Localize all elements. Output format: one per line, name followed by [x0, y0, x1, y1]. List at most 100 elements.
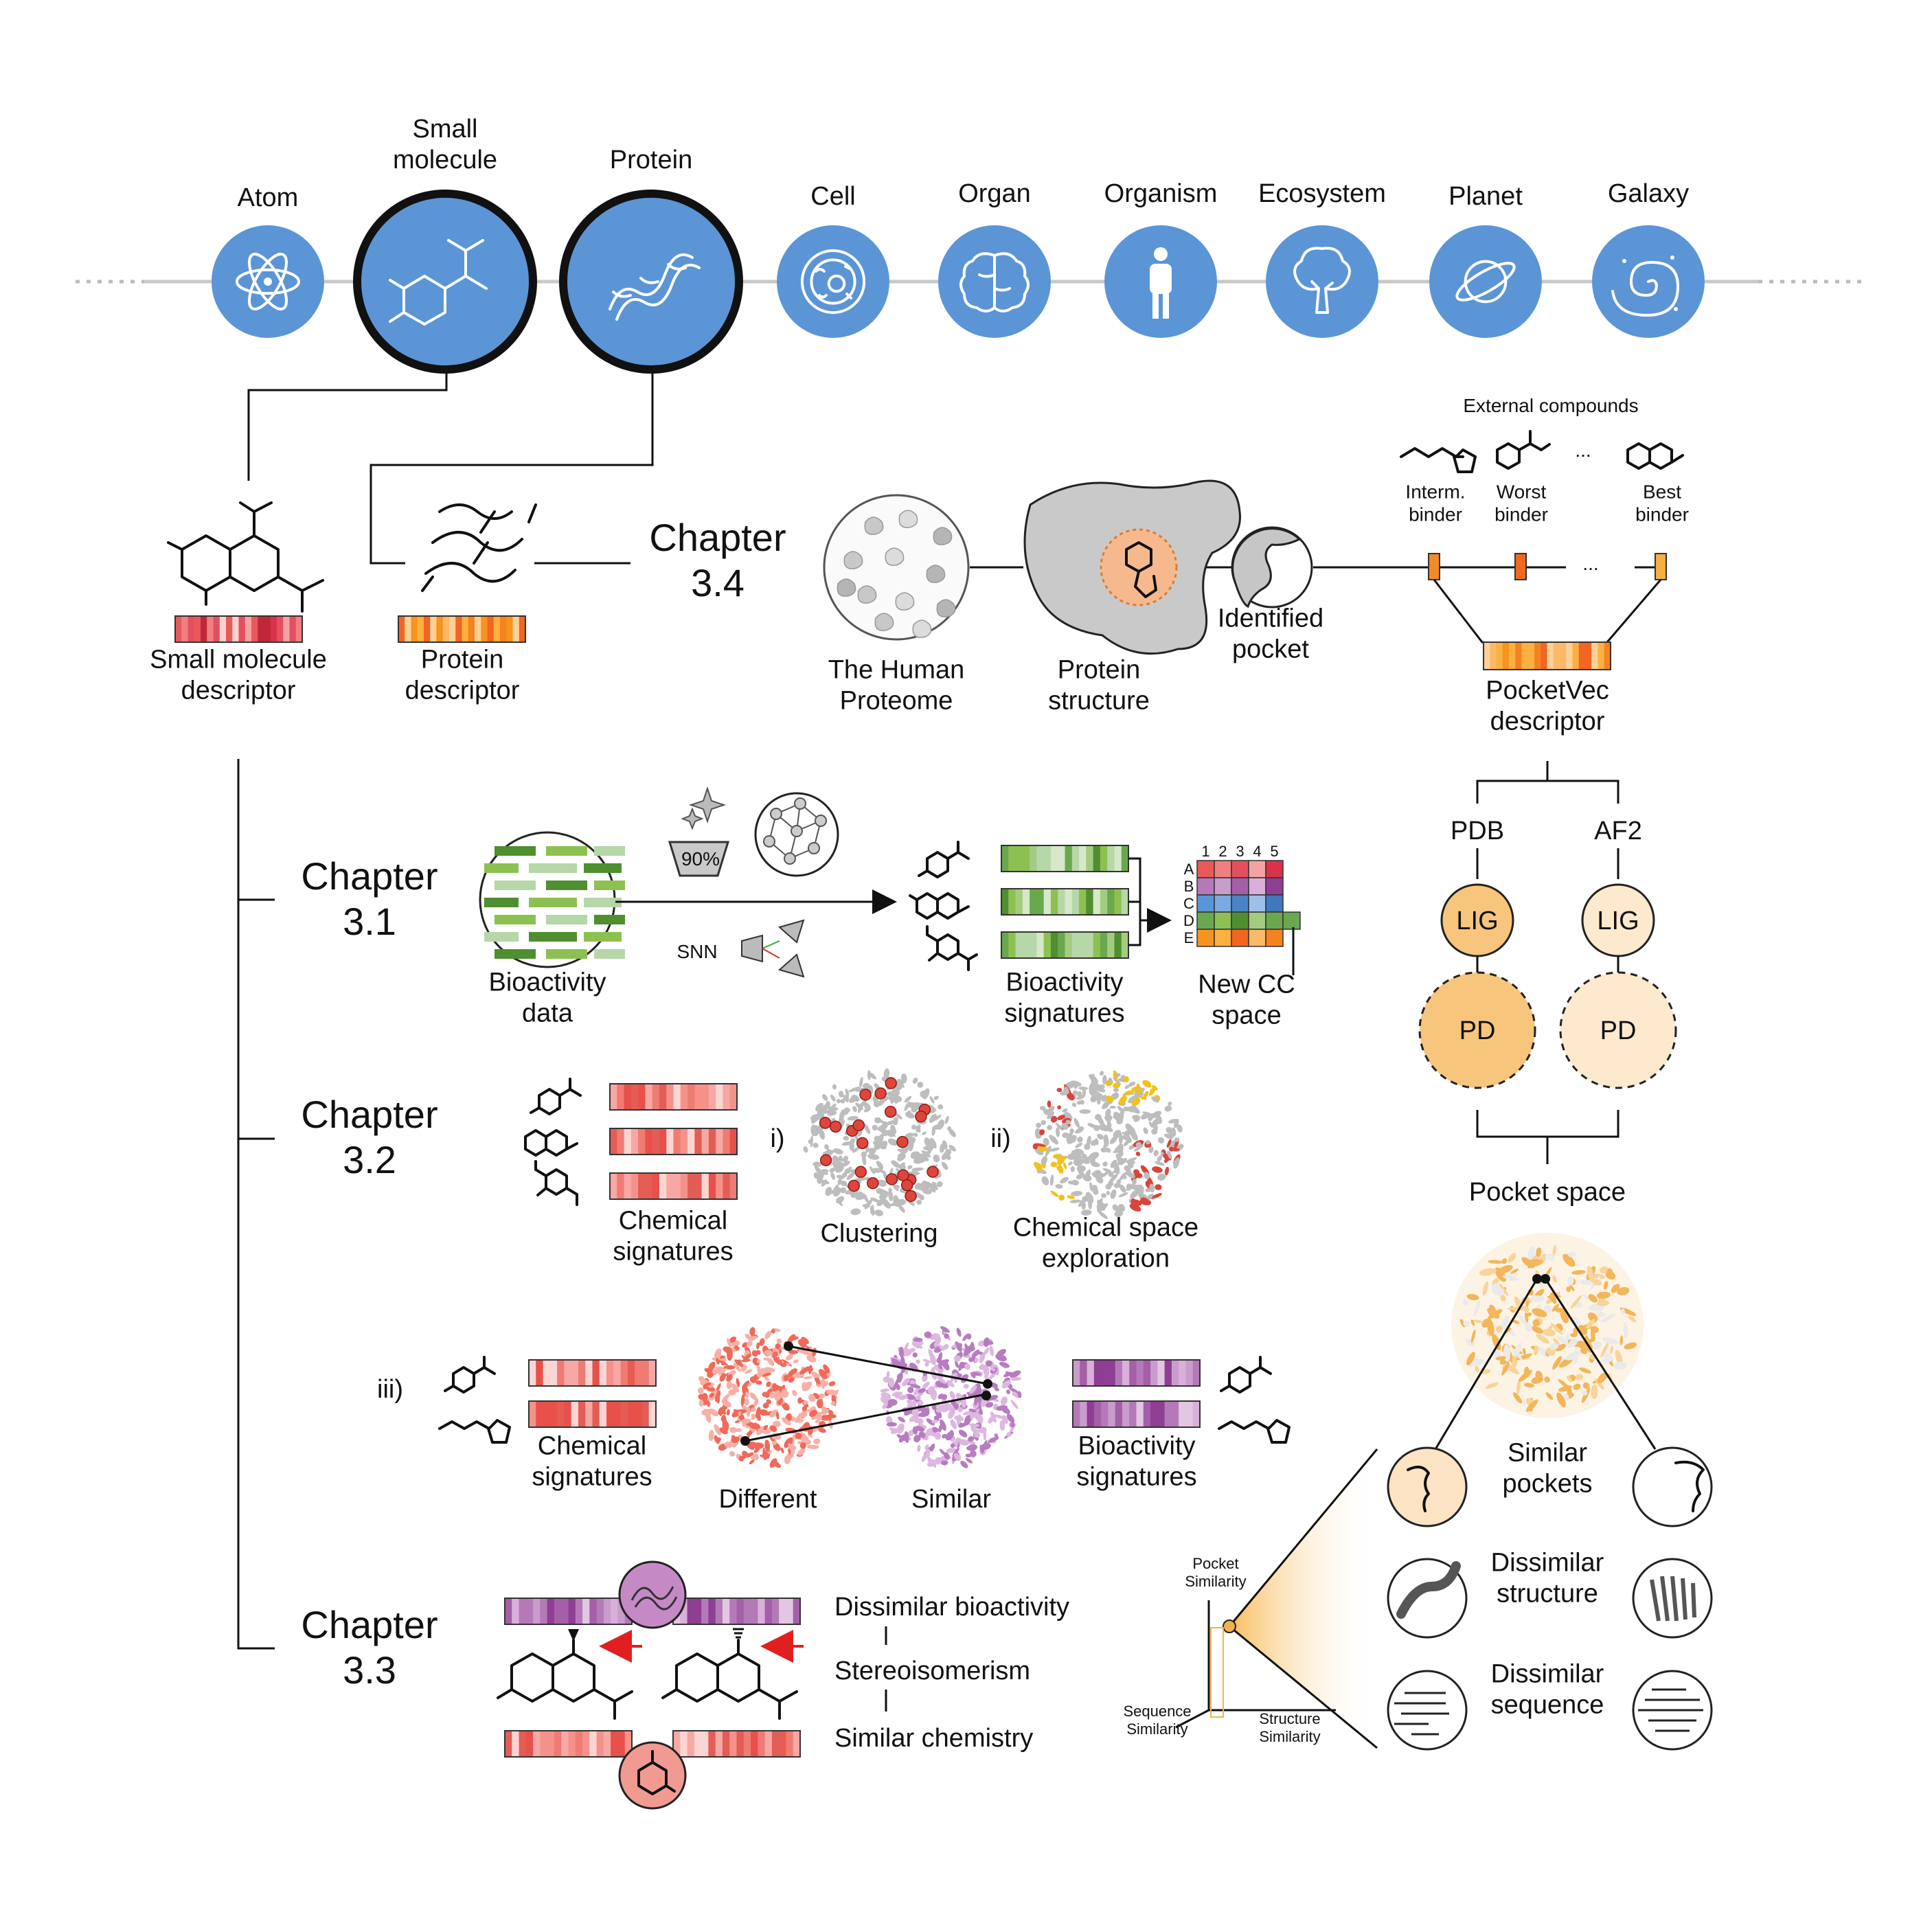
iii-chemical-signatures-label: Chemical signatures: [532, 1432, 652, 1492]
similar-pocket-right: [1632, 1446, 1713, 1527]
iii-molecules-left: [438, 1356, 511, 1444]
cc-col-label: 1: [1201, 843, 1209, 860]
binder-marker-best: [1655, 553, 1667, 580]
iii-molecules-right: [1218, 1356, 1291, 1444]
scale-label: Organism: [1104, 179, 1218, 208]
scale-label: Galaxy: [1608, 179, 1689, 208]
similar-chemistry-label: Similar chemistry: [834, 1724, 1033, 1753]
snn-label: SNN: [677, 941, 717, 962]
scale-item-ecosystem: Ecosystem: [1258, 179, 1386, 338]
ch32-molecules: [524, 1078, 582, 1206]
chapter-3-2-title: Chapter 3.2: [301, 1093, 437, 1181]
cc-col-label: 3: [1236, 843, 1244, 860]
cc-row-label: D: [1183, 912, 1194, 929]
similar-pocket-left: [1387, 1446, 1468, 1527]
bioactivity-signature-bars: [1001, 845, 1129, 959]
scale-items: Atom Small molecule Protein Cell Organ Organis…: [212, 115, 1705, 374]
bioactivity-data-label: Bioactivity data: [488, 968, 606, 1028]
stereoisomer-right: [661, 1628, 798, 1720]
step-i-label: i): [770, 1124, 784, 1153]
cc-row-label: B: [1184, 878, 1194, 895]
scale-label: Ecosystem: [1258, 179, 1386, 208]
chapter-3-3-title: Chapter 3.3: [301, 1603, 437, 1692]
pocket-space-label: Pocket space: [1469, 1178, 1626, 1207]
clustering-map: [803, 1068, 956, 1216]
scale-item-atom: Atom: [212, 183, 324, 338]
binder-marker-interm: [1428, 553, 1440, 580]
planet-icon: [1455, 260, 1516, 304]
af2-label: AF2: [1594, 817, 1642, 845]
pdb-pd-label: PD: [1459, 1016, 1496, 1045]
scale-item-small-molecule: Small molecule: [353, 115, 537, 374]
similarity-cone: [1223, 1448, 1378, 1749]
similarity-axes: [1175, 1600, 1336, 1729]
chapter-tree: [237, 759, 275, 1650]
dissimilar-sequence-left: [1387, 1670, 1468, 1751]
scale-label: Protein: [610, 146, 692, 174]
scale-item-planet: Planet: [1429, 182, 1542, 338]
cc-row-label: A: [1184, 861, 1194, 878]
chemical-space-exploration-label: Chemical space exploration: [1013, 1214, 1198, 1273]
binder-ellipsis: ...: [1582, 553, 1598, 574]
scale-item-protein: Protein: [559, 146, 743, 374]
pdb-pd-node: [1418, 971, 1536, 1089]
similar-label: Similar: [911, 1485, 991, 1514]
identified-pocket-label: Identified pocket: [1218, 604, 1323, 664]
pocketvec-descriptor-bar: [1483, 641, 1611, 670]
scale-label: Atom: [238, 183, 299, 212]
cc-col-label: 4: [1253, 843, 1261, 860]
chemical-signatures-label: Chemical signatures: [613, 1207, 733, 1266]
ch31-molecules: [909, 841, 978, 971]
stereoisomer-left: [497, 1629, 633, 1720]
scale-label: Organ: [958, 179, 1031, 208]
protein-structure-label: Protein structure: [1048, 656, 1150, 716]
binder-label-best: Best binder: [1635, 481, 1689, 525]
human-proteome-label: The Human Proteome: [828, 656, 965, 716]
axis-structure-similarity: Structure Similarity: [1259, 1710, 1320, 1745]
protein-descriptor-bar: [398, 615, 526, 643]
tree-icon: [1293, 247, 1351, 314]
scale-item-galaxy: Galaxy: [1592, 179, 1705, 338]
dissimilar-sequence-label: Dissimilar sequence: [1491, 1660, 1604, 1720]
network-icon: [754, 792, 839, 877]
scale-label: Cell: [810, 182, 855, 211]
small-molecule-structure: [167, 501, 324, 613]
dissimilar-structure-label: Dissimilar structure: [1491, 1549, 1604, 1609]
cc-row-label: C: [1183, 895, 1194, 912]
connector-protein: [370, 370, 654, 565]
binder-label-interm: Interm. binder: [1405, 481, 1465, 525]
scale-label: Small molecule: [393, 115, 497, 174]
different-label: Different: [719, 1485, 817, 1514]
axis-pocket-similarity: Pocket Similarity: [1185, 1555, 1246, 1590]
external-compounds-label: External compounds: [1463, 395, 1638, 416]
af2-pd-label: PD: [1600, 1016, 1637, 1045]
af2-lig-label: LIG: [1597, 907, 1639, 935]
chemical-space-exploration-map: [1032, 1070, 1184, 1219]
axis-sequence-similarity: Sequence Similarity: [1123, 1703, 1191, 1738]
galaxy-icon: [1611, 255, 1679, 317]
dissimilar-bioactivity-label: Dissimilar bioactivity: [834, 1593, 1069, 1622]
human-proteome-icon: [823, 494, 970, 641]
identified-pocket-icon: [1231, 526, 1313, 609]
iii-chemical-signature-bars: [528, 1359, 657, 1428]
scale-label: Planet: [1448, 182, 1523, 211]
protein-structure-blob: [1023, 479, 1241, 655]
protein-target-node: [618, 1560, 687, 1629]
comparison-links: [740, 1341, 992, 1446]
cc-row-label: E: [1184, 929, 1194, 946]
clustering-label: Clustering: [820, 1219, 937, 1248]
brain-icon: [959, 252, 1030, 312]
small-molecule-icon: [389, 239, 488, 326]
cc-col-label: 2: [1218, 843, 1227, 860]
different-map: [697, 1327, 839, 1468]
cell-icon: [800, 249, 866, 315]
stereo-signature-bars: [504, 1598, 801, 1758]
funnel-percent: 90%: [681, 848, 720, 870]
chapter-3-1-title: Chapter 3.1: [301, 854, 437, 943]
chemistry-node: [618, 1741, 687, 1810]
pdb-lig-label: LIG: [1456, 907, 1498, 935]
scale-item-cell: Cell: [777, 182, 889, 338]
atom-icon: [235, 253, 301, 310]
